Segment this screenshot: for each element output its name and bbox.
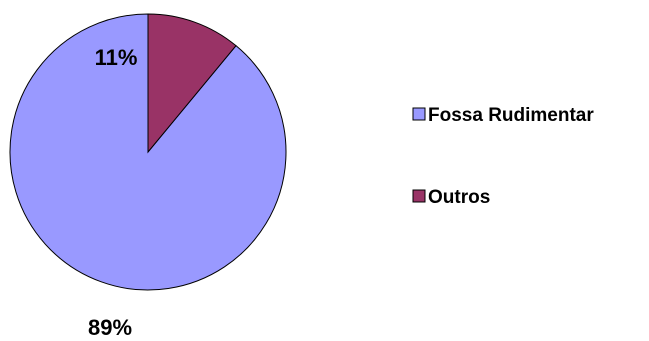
pie-slices	[9, 13, 287, 291]
legend-swatch-fossa-rudimentar	[412, 107, 426, 121]
legend-swatch-outros	[412, 189, 426, 203]
data-label-outros: 11%	[95, 45, 138, 70]
legend-item-outros: Outros	[412, 187, 490, 208]
legend: Fossa Rudimentar Outros	[412, 105, 594, 208]
data-labels: 89% 11%	[88, 45, 137, 340]
legend-label-fossa-rudimentar: Fossa Rudimentar	[428, 105, 594, 126]
pie-slice-outros	[147, 13, 237, 154]
legend-label-outros: Outros	[428, 187, 490, 208]
legend-item-fossa-rudimentar: Fossa Rudimentar	[412, 105, 594, 126]
data-label-fossa-rudimentar: 89%	[88, 315, 132, 340]
